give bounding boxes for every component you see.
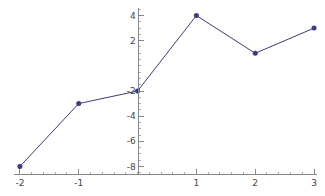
svg-text:-4: -4	[127, 111, 136, 121]
svg-text:2: 2	[130, 36, 136, 46]
svg-text:4: 4	[130, 11, 136, 21]
svg-text:-6: -6	[127, 136, 136, 146]
svg-text:-8: -8	[127, 162, 136, 172]
svg-text:2: 2	[252, 178, 258, 188]
svg-text:1: 1	[194, 178, 200, 188]
svg-text:3: 3	[311, 178, 317, 188]
svg-text:-1: -1	[74, 178, 83, 188]
svg-text:-2: -2	[127, 86, 136, 96]
svg-text:-2: -2	[15, 178, 24, 188]
